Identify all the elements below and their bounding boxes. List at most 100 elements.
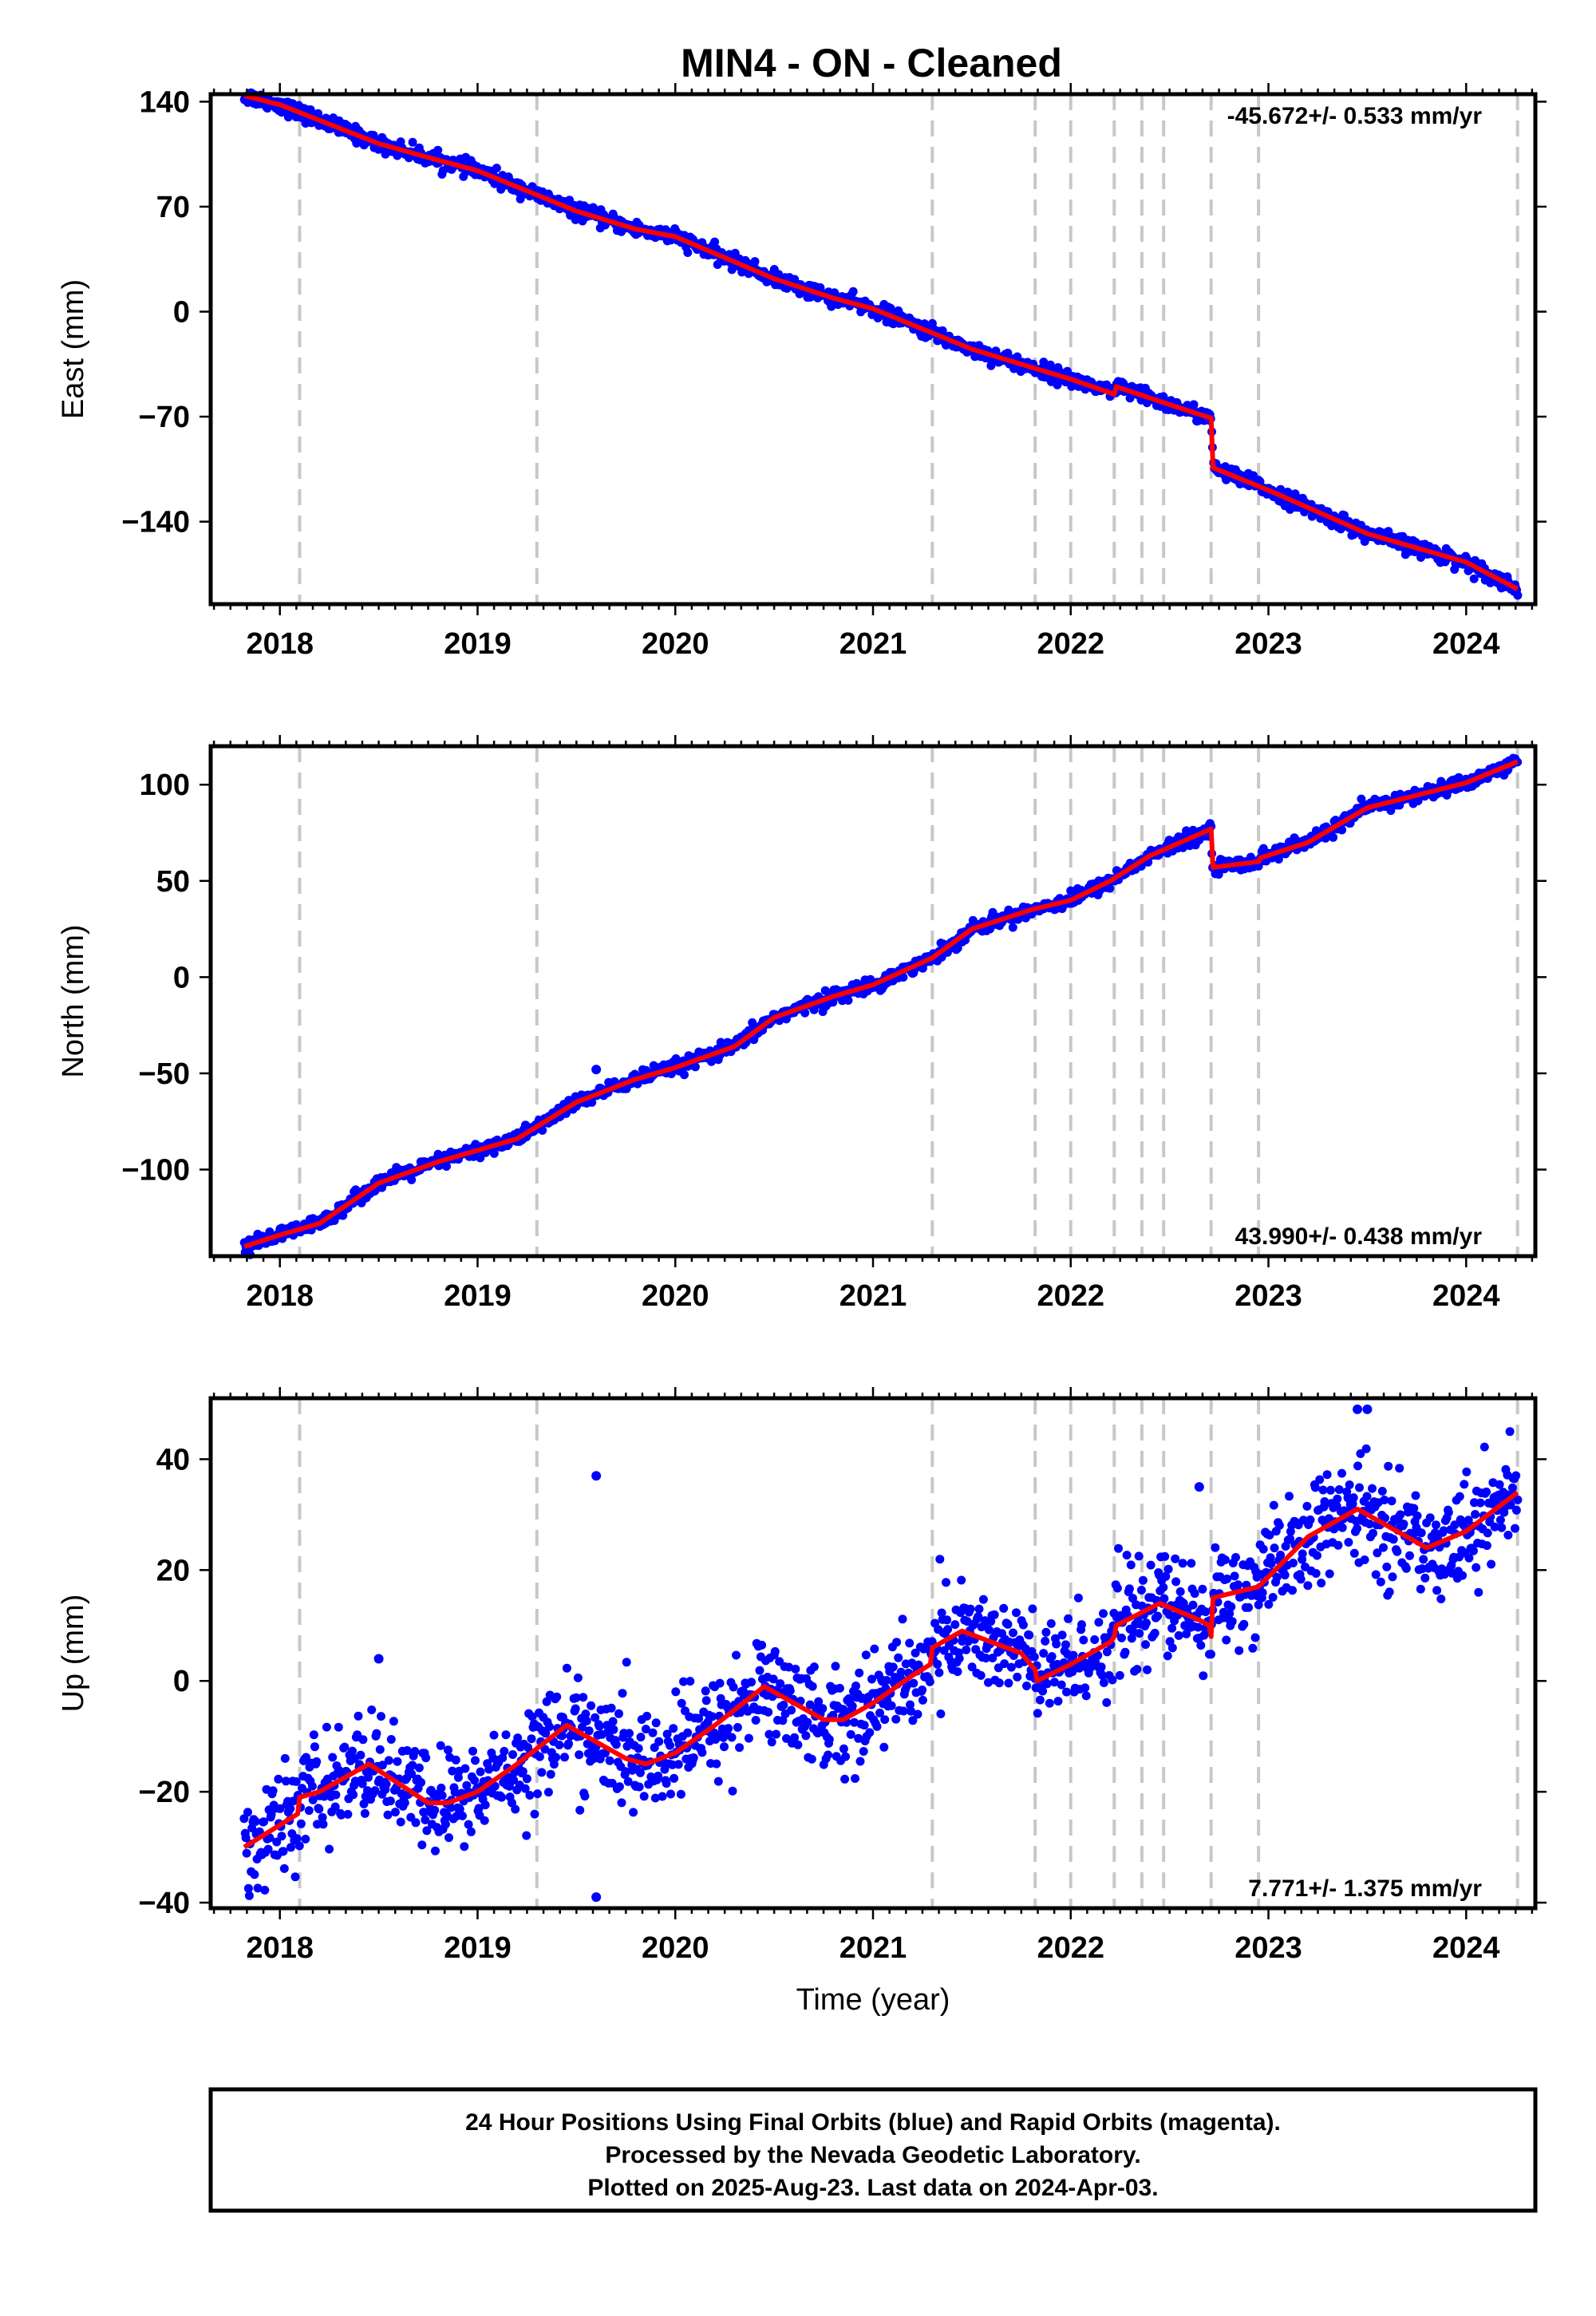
data-point xyxy=(974,1604,984,1614)
data-point xyxy=(898,1614,907,1624)
data-point xyxy=(541,1729,551,1738)
data-point xyxy=(851,1774,859,1783)
data-point xyxy=(966,1604,975,1614)
data-point xyxy=(1460,1480,1469,1489)
data-point xyxy=(1094,1618,1104,1627)
data-point xyxy=(1506,1500,1515,1510)
data-point xyxy=(460,1764,470,1773)
data-point xyxy=(779,1701,788,1709)
data-point xyxy=(1270,1543,1279,1553)
data-point xyxy=(1420,1573,1430,1583)
data-point xyxy=(260,1885,270,1895)
data-point xyxy=(618,1689,627,1698)
data-point xyxy=(414,1763,424,1773)
data-point xyxy=(384,1756,393,1765)
data-point xyxy=(259,1817,268,1827)
data-point xyxy=(1416,1584,1425,1594)
data-point xyxy=(984,1625,994,1634)
data-point xyxy=(1382,1562,1392,1571)
data-point xyxy=(859,1747,868,1756)
data-point xyxy=(770,1646,780,1656)
data-point xyxy=(623,1777,633,1786)
data-point xyxy=(407,1769,417,1779)
model-line xyxy=(243,1490,1519,1850)
data-point xyxy=(662,1729,672,1739)
data-point xyxy=(1462,1467,1472,1476)
x-tick-label: 2023 xyxy=(1235,1279,1302,1313)
outlier-point xyxy=(591,1892,602,1903)
data-point xyxy=(1025,1630,1034,1640)
data-point xyxy=(1320,1497,1329,1506)
data-point xyxy=(1482,1541,1491,1551)
plot-frame xyxy=(208,1396,1538,1911)
data-point xyxy=(1090,1635,1100,1644)
data-point xyxy=(634,1744,643,1753)
data-point xyxy=(751,1716,760,1725)
data-point xyxy=(934,1668,944,1678)
data-point xyxy=(1134,1551,1144,1561)
data-point xyxy=(591,1713,600,1722)
data-point xyxy=(1132,1665,1142,1674)
data-point xyxy=(1288,1586,1297,1595)
x-tick-label: 2018 xyxy=(246,1279,314,1313)
data-point xyxy=(1513,1495,1523,1504)
data-point xyxy=(372,1729,381,1738)
data-point xyxy=(790,1733,800,1742)
data-point xyxy=(1325,1485,1335,1495)
data-point xyxy=(1505,1427,1515,1437)
data-point xyxy=(712,1759,721,1769)
data-points xyxy=(239,1427,1523,1900)
data-point xyxy=(535,1752,544,1761)
data-point xyxy=(1161,1571,1171,1581)
data-point xyxy=(1381,1513,1389,1523)
data-point xyxy=(772,1729,781,1739)
data-point xyxy=(468,1746,477,1756)
data-point xyxy=(674,1760,683,1769)
x-tick-label: 2020 xyxy=(642,1279,709,1313)
data-point xyxy=(1138,1575,1148,1585)
data-point xyxy=(1266,1559,1276,1568)
data-point xyxy=(911,1648,920,1658)
data-point xyxy=(801,1731,811,1741)
data-point xyxy=(835,1683,844,1693)
data-point xyxy=(1234,1580,1242,1590)
data-point xyxy=(1099,1678,1108,1687)
data-point xyxy=(1033,1709,1042,1718)
data-point xyxy=(954,1654,964,1663)
panel-3: 2018 2019 2020 2021 2022 2023 202440200−20−40U… xyxy=(57,1387,1547,2017)
data-point xyxy=(1511,1471,1521,1480)
data-point xyxy=(1416,1528,1426,1538)
data-point xyxy=(859,1721,869,1730)
data-point xyxy=(608,1717,618,1726)
outlier-point xyxy=(1353,1404,1363,1414)
data-point xyxy=(1269,1500,1278,1510)
data-point xyxy=(650,1793,660,1803)
data-point xyxy=(1102,1647,1112,1657)
y-tick-label: −70 xyxy=(139,401,190,434)
data-point xyxy=(1022,1682,1031,1690)
data-point xyxy=(846,1729,855,1739)
data-point xyxy=(1455,1492,1464,1501)
data-point xyxy=(1105,883,1115,893)
data-point xyxy=(937,1608,946,1618)
data-point xyxy=(1248,1643,1258,1653)
data-point xyxy=(909,1678,918,1688)
data-point xyxy=(1039,1649,1049,1658)
data-point xyxy=(1276,484,1286,494)
data-point xyxy=(1513,591,1523,600)
data-point xyxy=(872,1721,882,1731)
data-point xyxy=(1159,1583,1168,1592)
data-point xyxy=(551,1753,561,1762)
data-point xyxy=(400,1798,409,1808)
data-point xyxy=(279,1863,289,1873)
data-point xyxy=(304,1806,314,1816)
data-point xyxy=(1097,1670,1107,1680)
data-point xyxy=(1384,1461,1393,1471)
data-point xyxy=(1333,1494,1342,1504)
x-tick-label: 2022 xyxy=(1037,1279,1104,1313)
data-point xyxy=(813,1729,823,1738)
data-point xyxy=(808,1682,817,1691)
data-point xyxy=(533,1789,542,1799)
data-point xyxy=(950,1620,960,1630)
